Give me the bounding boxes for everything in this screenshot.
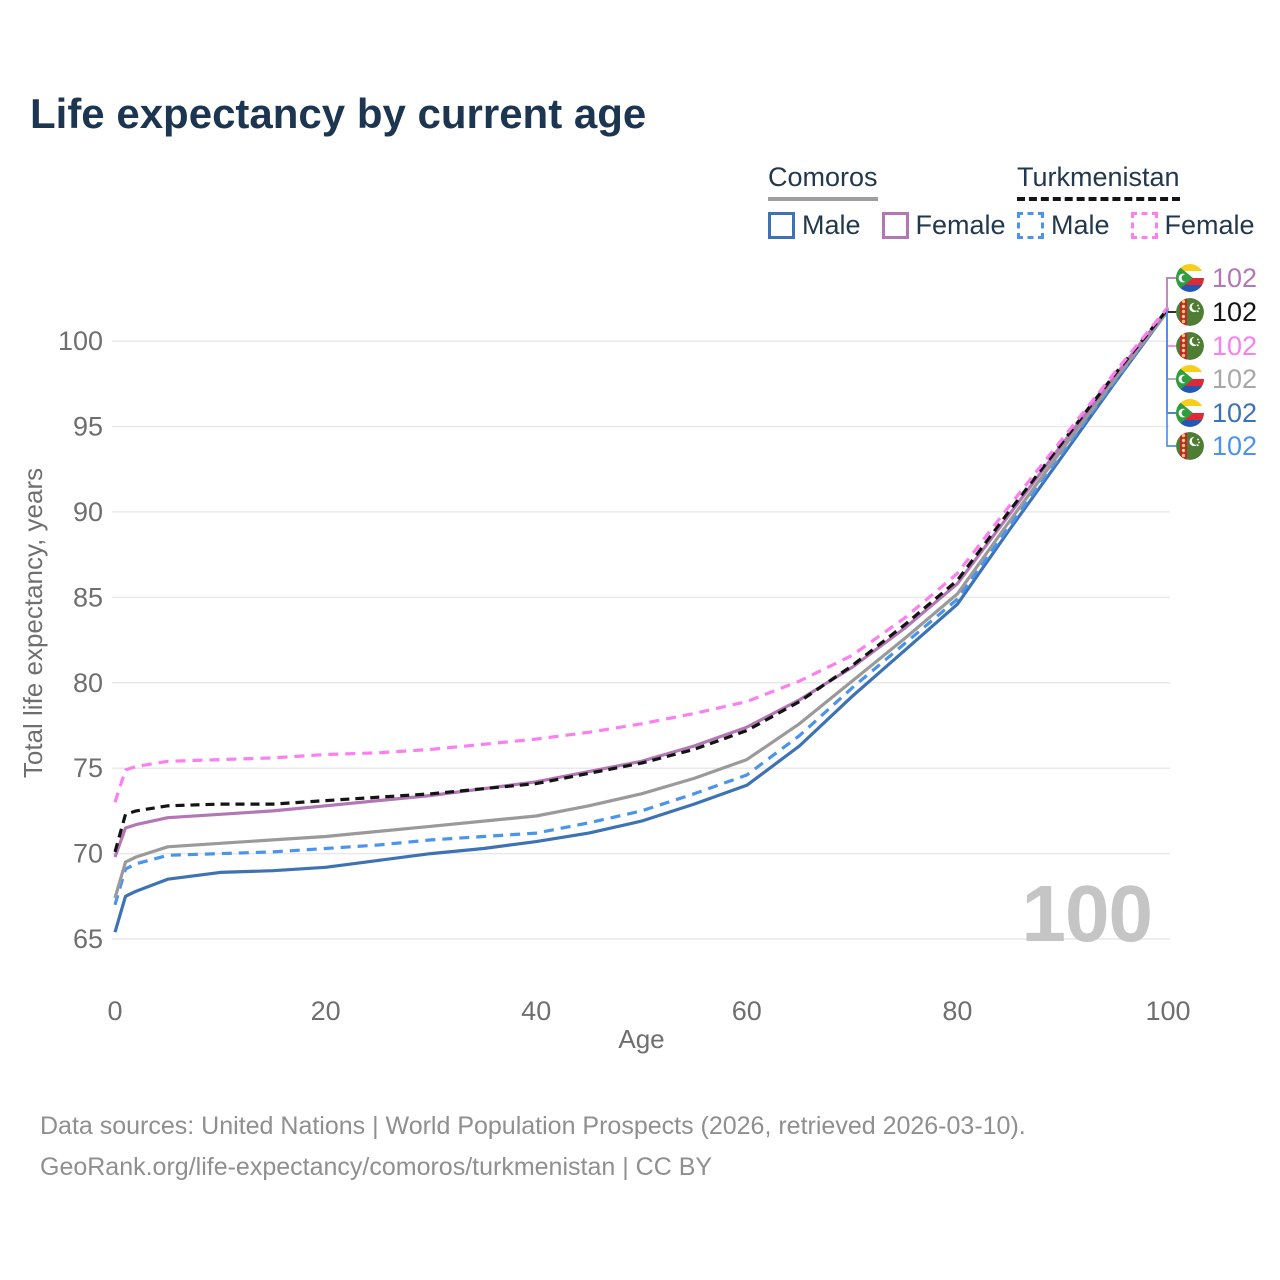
svg-text:70: 70 bbox=[73, 839, 103, 869]
comoros-flag-icon bbox=[1176, 264, 1204, 292]
svg-text:60: 60 bbox=[732, 996, 762, 1026]
svg-text:100: 100 bbox=[1145, 996, 1190, 1026]
svg-text:75: 75 bbox=[73, 753, 103, 783]
comoros-female-label[interactable]: Female bbox=[915, 210, 1006, 240]
svg-text:20: 20 bbox=[311, 996, 341, 1026]
svg-text:85: 85 bbox=[73, 582, 103, 612]
end-label-row-turkmenistan-total: 102 bbox=[1176, 298, 1257, 326]
turkmenistan-flag-icon bbox=[1176, 332, 1204, 360]
end-value: 102 bbox=[1212, 331, 1258, 361]
turkmenistan-flag-icon bbox=[1176, 432, 1204, 460]
end-value: 102 bbox=[1212, 431, 1258, 461]
comoros-flag-icon bbox=[1176, 399, 1204, 427]
svg-text:40: 40 bbox=[521, 996, 551, 1026]
legend-country-comoros: Comoros bbox=[768, 162, 878, 201]
svg-text:65: 65 bbox=[73, 924, 103, 954]
svg-text:90: 90 bbox=[73, 497, 103, 527]
svg-text:95: 95 bbox=[73, 412, 103, 442]
legend-group-comoros: Comoros Male Female bbox=[768, 162, 1006, 241]
turkmenistan-male-label[interactable]: Male bbox=[1051, 210, 1110, 240]
svg-text:80: 80 bbox=[73, 668, 103, 698]
svg-text:100: 100 bbox=[58, 326, 103, 356]
legend-country-turkmenistan: Turkmenistan bbox=[1017, 162, 1180, 201]
end-value: 102 bbox=[1212, 398, 1258, 428]
footer-source-line: Data sources: United Nations | World Pop… bbox=[40, 1112, 1026, 1140]
svg-text:Total life expectancy, years: Total life expectancy, years bbox=[18, 468, 48, 778]
svg-text:80: 80 bbox=[942, 996, 972, 1026]
turkmenistan-female-swatch[interactable] bbox=[1130, 212, 1158, 239]
end-label-row-comoros-total: 102 bbox=[1176, 365, 1257, 393]
legend-group-turkmenistan: Turkmenistan Male Female bbox=[1017, 162, 1255, 241]
footer-url-line: GeoRank.org/life-expectancy/comoros/turk… bbox=[40, 1153, 713, 1181]
end-label-row-turkmenistan-male: 102 bbox=[1176, 432, 1257, 460]
svg-text:0: 0 bbox=[107, 996, 122, 1026]
comoros-male-swatch[interactable] bbox=[768, 212, 795, 239]
end-label-row-turkmenistan-female: 102 bbox=[1176, 332, 1257, 360]
end-label-row-comoros-female: 102 bbox=[1176, 264, 1257, 292]
end-value: 102 bbox=[1212, 263, 1258, 293]
svg-text:Age: Age bbox=[618, 1024, 664, 1054]
end-value: 102 bbox=[1212, 297, 1258, 327]
comoros-flag-icon bbox=[1176, 365, 1204, 393]
page-title: Life expectancy by current age bbox=[30, 90, 647, 137]
turkmenistan-flag-icon bbox=[1176, 298, 1204, 326]
turkmenistan-male-swatch[interactable] bbox=[1017, 212, 1044, 239]
end-label-row-comoros-male: 102 bbox=[1176, 399, 1257, 427]
comoros-male-label[interactable]: Male bbox=[802, 210, 861, 240]
turkmenistan-female-label[interactable]: Female bbox=[1164, 210, 1255, 240]
end-value: 102 bbox=[1212, 364, 1258, 394]
chart-footer: Data sources: United Nations | World Pop… bbox=[40, 1106, 1026, 1188]
current-age-watermark: 100 bbox=[1021, 869, 1153, 958]
comoros-female-swatch[interactable] bbox=[881, 212, 909, 239]
